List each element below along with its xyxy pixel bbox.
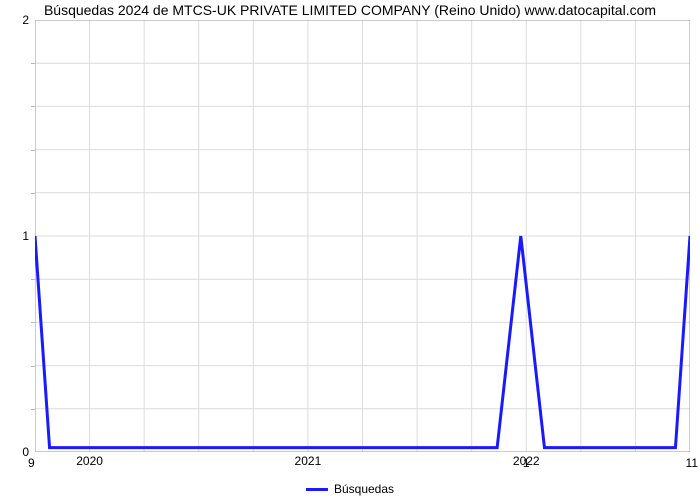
y-tick-label: 2 bbox=[22, 13, 29, 27]
plot-area bbox=[35, 20, 690, 452]
chart-title: Búsquedas 2024 de MTCS-UK PRIVATE LIMITE… bbox=[44, 2, 656, 18]
x-axis: 202020212022 bbox=[35, 452, 690, 472]
x-tick-label: 2020 bbox=[76, 454, 103, 468]
corner-label-bottom-left: 9 bbox=[28, 456, 35, 470]
legend: Búsquedas bbox=[306, 482, 394, 496]
y-tick-label: 1 bbox=[22, 229, 29, 243]
chart-container: Búsquedas 2024 de MTCS-UK PRIVATE LIMITE… bbox=[0, 0, 700, 500]
y-axis: 012 bbox=[0, 20, 35, 452]
legend-swatch bbox=[306, 488, 328, 491]
x-tick-label: 2021 bbox=[295, 454, 322, 468]
legend-label: Búsquedas bbox=[334, 482, 394, 496]
plot-svg bbox=[35, 20, 690, 452]
corner-label-bottom-mid: 1 bbox=[523, 456, 530, 470]
